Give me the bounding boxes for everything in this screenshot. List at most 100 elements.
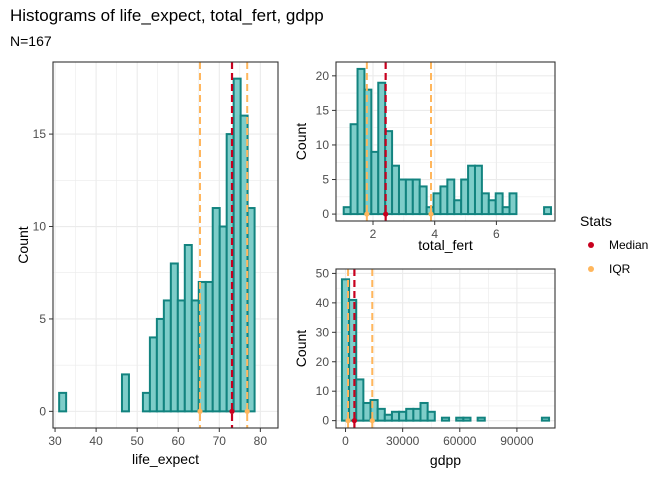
histogram-bar: [404, 178, 414, 216]
iqr-marker: [197, 408, 203, 414]
x-tick-label: 90000: [500, 434, 534, 448]
x-tick-label: 30000: [386, 434, 420, 448]
x-axis-title: life_expect: [132, 451, 199, 467]
histogram-bar: [383, 413, 393, 422]
chart-subtitle: N=167: [10, 33, 52, 49]
y-axis-title: Count: [15, 226, 31, 263]
histogram-bar: [155, 317, 165, 413]
x-tick-label: 30: [48, 434, 62, 448]
median-marker: [351, 418, 357, 424]
histogram-bar: [120, 373, 130, 413]
histogram-bar: [540, 416, 551, 422]
histogram-bar: [508, 192, 518, 216]
histogram-bars: [342, 67, 552, 216]
histogram-bar: [453, 199, 463, 216]
x-tick-label: 0: [342, 434, 349, 448]
y-tick-label: 0: [322, 207, 329, 221]
histogram-bar: [455, 416, 465, 422]
histogram-bar: [218, 225, 228, 413]
y-tick-label: 20: [316, 355, 330, 369]
y-tick-label: 15: [33, 127, 47, 141]
histogram-bar: [432, 192, 442, 216]
histogram-bar: [363, 88, 373, 216]
chart-title: Histograms of life_expect, total_fert, g…: [10, 6, 324, 25]
histogram-bar: [390, 410, 401, 422]
y-tick-label: 0: [39, 404, 46, 418]
y-tick-label: 40: [316, 296, 330, 310]
x-tick-label: 2: [370, 227, 377, 241]
y-tick-label: 5: [39, 312, 46, 326]
panel-gdpp: 0 30000 60000 90000 0 10 20 30 40 50 gdpp Count: [293, 266, 556, 468]
y-tick-label: 5: [322, 173, 329, 187]
histogram-bar: [398, 410, 408, 422]
x-tick-label: 4: [431, 227, 438, 241]
histogram-bar: [349, 123, 359, 216]
histogram-bar: [232, 77, 242, 413]
panel-total-fert: 2 4 6 0 5 10 15 20 total_fert Count: [293, 61, 556, 253]
x-tick-label: 60000: [443, 434, 477, 448]
histogram-bar: [391, 164, 400, 216]
median-marker: [383, 211, 389, 217]
histogram-bar: [440, 416, 451, 422]
panel-border: [335, 268, 556, 429]
histogram-bar: [370, 150, 380, 216]
histogram-bar: [355, 378, 365, 422]
histogram-bar: [439, 185, 449, 216]
histogram-bar: [356, 67, 366, 216]
y-axis-title: Count: [293, 330, 309, 367]
histogram-bar: [501, 206, 511, 216]
histogram-bar: [342, 206, 352, 216]
histogram-bar: [169, 262, 179, 413]
histogram-bar: [204, 280, 214, 413]
histogram-bar: [362, 401, 372, 422]
y-tick-label: 10: [316, 384, 330, 398]
histogram-bar: [197, 280, 207, 413]
histogram-bar: [405, 407, 415, 422]
histogram-bar: [462, 416, 472, 422]
histogram-bar: [190, 299, 200, 413]
histogram-bar: [377, 81, 387, 216]
histogram-bar: [543, 206, 552, 216]
histogram-bar: [58, 391, 68, 413]
y-tick-label: 10: [33, 220, 47, 234]
x-tick-label: 70: [213, 434, 227, 448]
histogram-bar: [446, 178, 456, 216]
histogram-bar: [473, 164, 483, 216]
iqr-marker: [244, 408, 250, 414]
iqr-marker: [345, 418, 351, 424]
y-axis-title: Count: [293, 123, 309, 160]
y-tick-label: 0: [322, 414, 329, 428]
x-tick-label: 50: [130, 434, 144, 448]
panel-life-expect: 30 40 50 60 70 80 0 5 10 15 life_expect Count: [15, 61, 279, 467]
histogram-bar: [476, 416, 486, 422]
x-axis-title: gdpp: [430, 452, 461, 468]
histogram-bar: [211, 207, 221, 413]
legend-label: IQR: [609, 262, 631, 276]
legend-label: Median: [609, 238, 648, 252]
y-tick-label: 20: [316, 69, 330, 83]
panel-border: [52, 61, 279, 429]
histogram-bar: [412, 407, 422, 422]
histogram-bar: [183, 244, 193, 413]
legend-title: Stats: [580, 213, 612, 229]
x-axis-title: total_fert: [418, 237, 473, 253]
legend-swatch: [588, 242, 594, 248]
histogram-bar: [148, 336, 158, 413]
histogram-bar: [460, 178, 470, 216]
histogram-bar: [141, 391, 151, 413]
histogram-bar: [246, 207, 256, 413]
histogram-bar: [426, 410, 436, 422]
legend: Stats Median IQR: [580, 213, 648, 276]
histogram-bar: [418, 185, 428, 216]
iqr-marker: [369, 418, 375, 424]
y-tick-label: 30: [316, 325, 330, 339]
y-tick-label: 50: [316, 266, 330, 280]
y-tick-label: 10: [316, 138, 330, 152]
median-marker: [229, 408, 235, 414]
histogram-bar: [467, 164, 476, 216]
histogram-bar: [397, 178, 407, 216]
histogram-bars: [58, 77, 256, 413]
histogram-bar: [162, 299, 172, 413]
histogram-bar: [487, 199, 497, 216]
histogram-bar: [494, 192, 504, 216]
